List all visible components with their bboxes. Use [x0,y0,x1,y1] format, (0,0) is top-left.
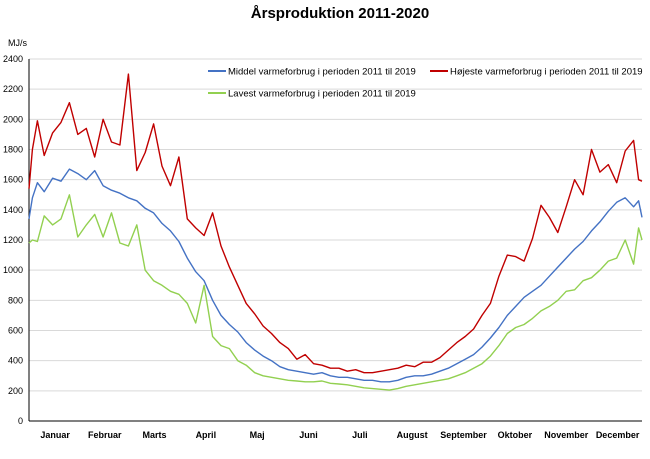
x-tick-label: Februar [88,430,122,440]
y-tick-label: 1200 [3,235,23,245]
y-axis-unit: MJ/s [8,38,27,48]
y-tick-label: 2400 [3,54,23,64]
x-tick-label: September [440,430,487,440]
gridlines [28,58,642,422]
x-tick-label: August [397,430,428,440]
x-tick-label: April [196,430,217,440]
x-tick-label: Juli [352,430,368,440]
y-tick-label: 1000 [3,265,23,275]
x-tick-label: Maj [250,430,265,440]
legend-label: Højeste varmeforbrug i perioden 2011 til… [450,67,643,78]
y-tick-label: 1800 [3,145,23,155]
x-tick-label: November [544,430,589,440]
y-tick-label: 600 [8,326,23,336]
chart-title: Årsproduktion 2011-2020 [251,5,429,22]
y-tick-label: 1400 [3,205,23,215]
legend: Middel varmeforbrug i perioden 2011 til … [208,67,643,100]
y-tick-label: 2000 [3,114,23,124]
y-tick-label: 1600 [3,175,23,185]
y-tick-label: 200 [8,386,23,396]
series-line-3 [28,194,643,391]
x-axis-ticks: Januar Februar Marts April Maj Juni Juli August… [40,430,639,440]
y-tick-label: 0 [18,416,23,426]
legend-label: Middel varmeforbrug i perioden 2011 til … [228,67,416,78]
y-tick-label: 800 [8,295,23,305]
y-axis-ticks: 0 200 400 600 800 1000 1200 1400 1600 1800 2000 220… [3,54,23,426]
x-tick-label: Januar [40,430,70,440]
series-line-2 [28,73,643,374]
x-tick-label: Oktober [498,430,533,440]
x-tick-label: Marts [142,430,166,440]
legend-label: Lavest varmeforbrug i perioden 2011 til … [228,89,416,100]
x-tick-label: December [596,430,640,440]
y-tick-label: 2200 [3,84,23,94]
x-tick-label: Juni [299,430,318,440]
series-line-1 [28,168,643,383]
y-tick-label: 400 [8,356,23,366]
series-lines [28,73,643,391]
